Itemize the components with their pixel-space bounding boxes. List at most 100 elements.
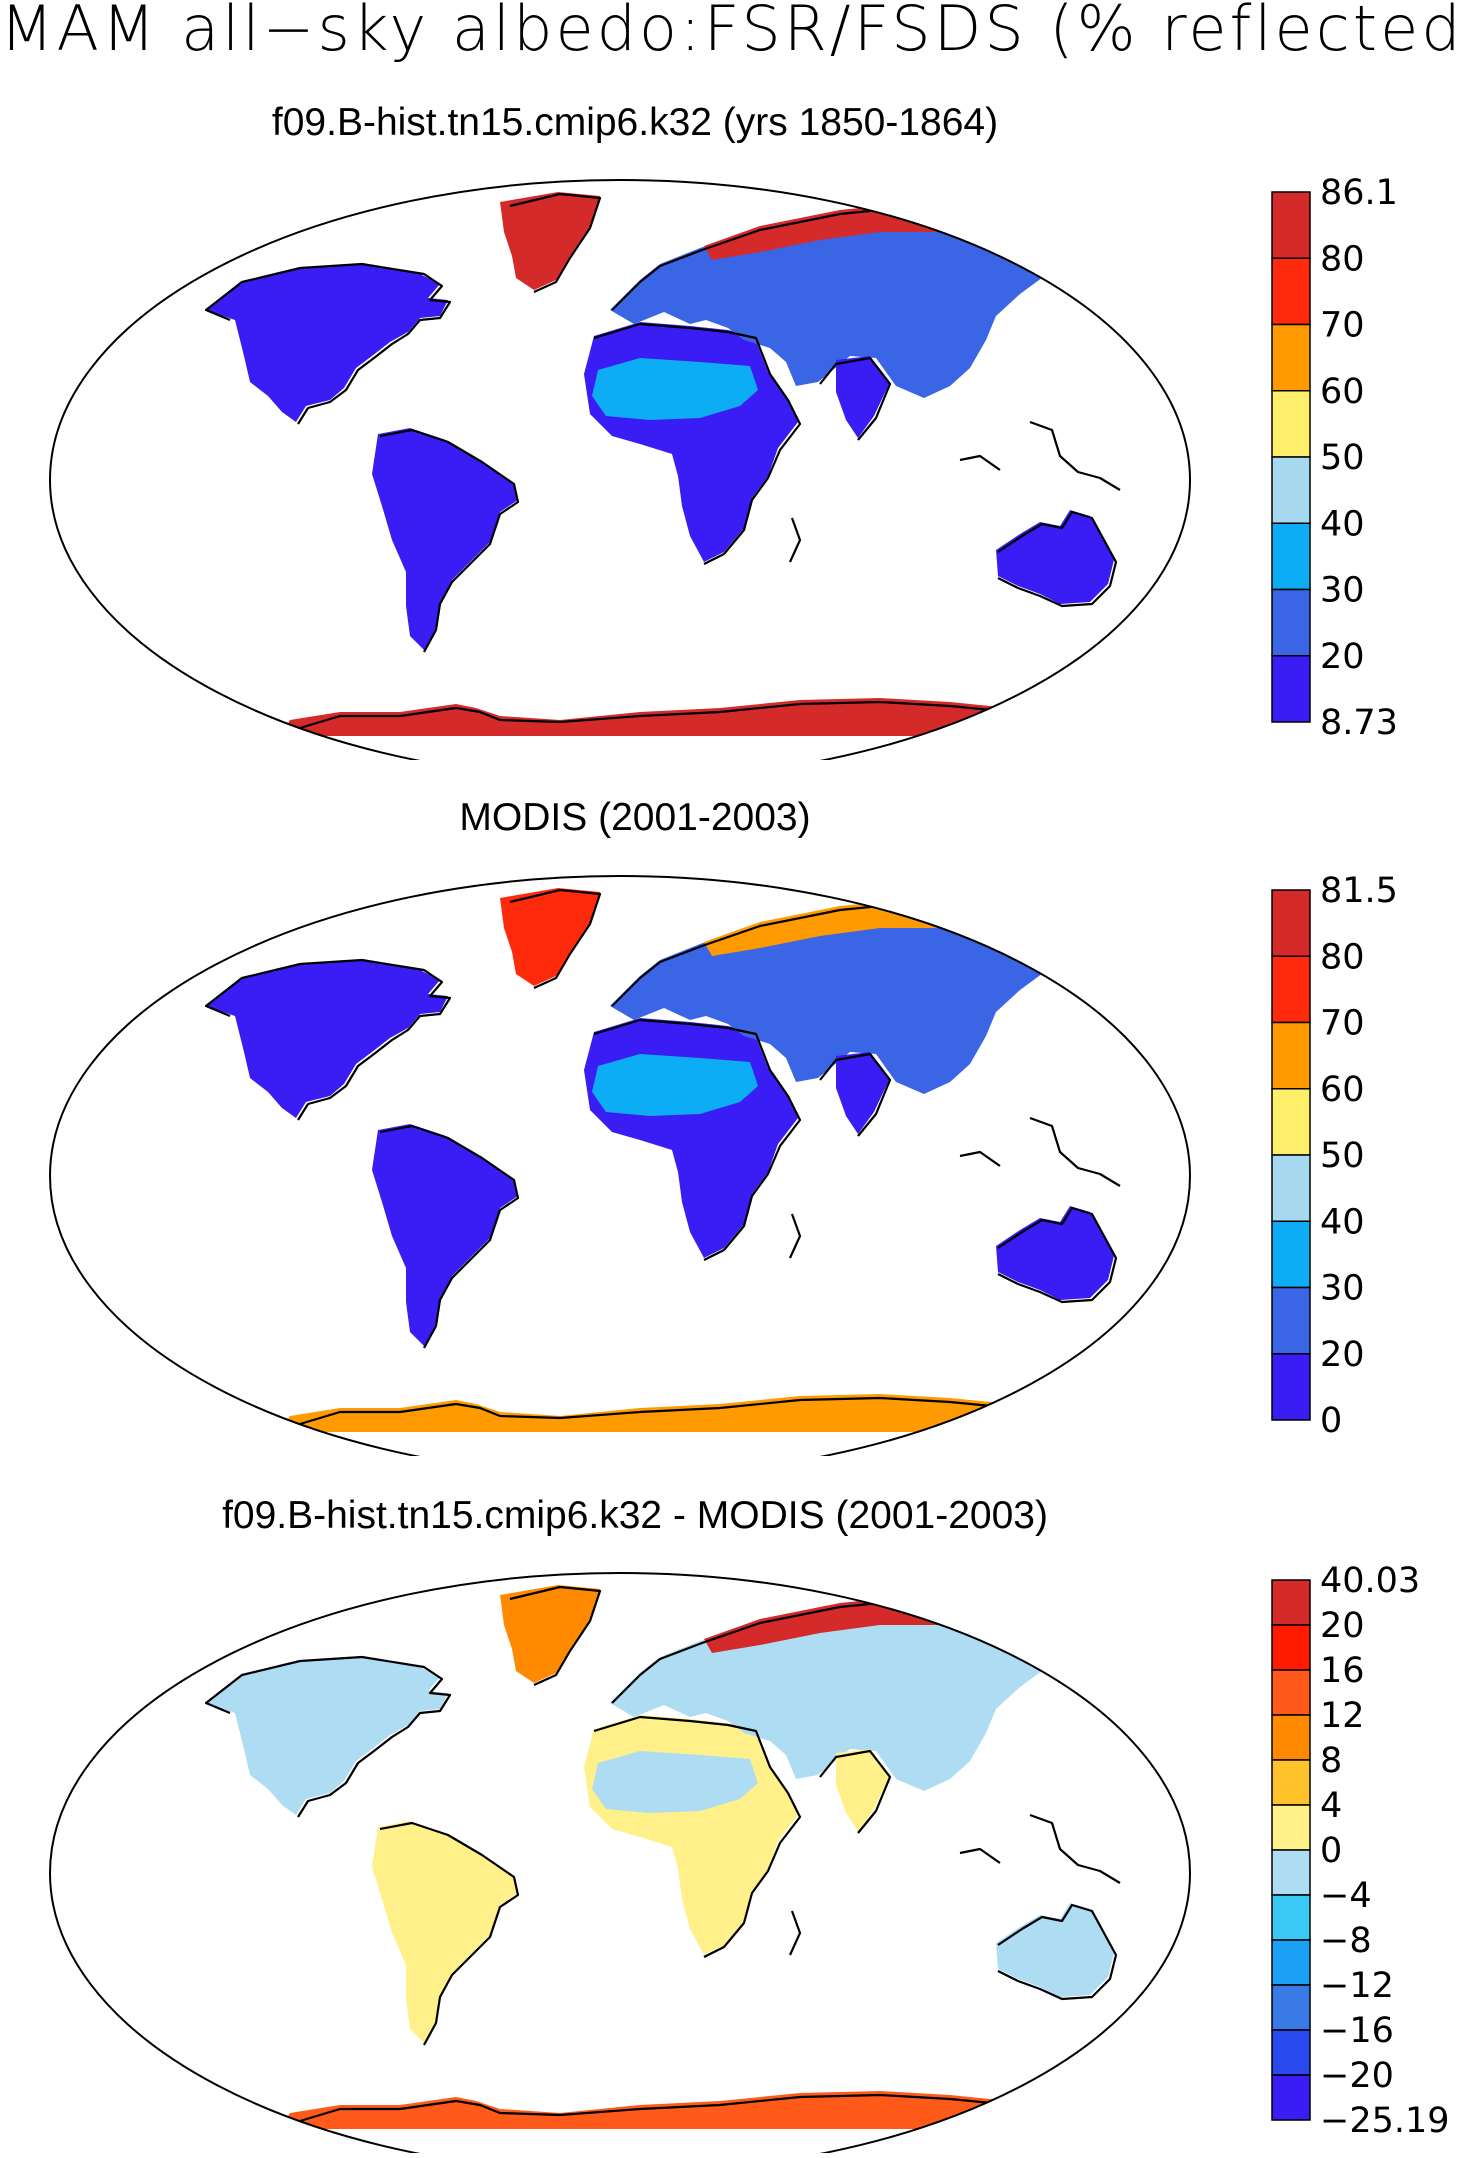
land-region-africa <box>584 1018 798 1258</box>
panel-3-colorbar: 40.03 20 16 12 8 4 0 −4 −8 −12 −16 −20 −25.19 <box>1271 1561 1450 2141</box>
colorbar-tick-label: 81.5 <box>1320 871 1398 911</box>
land-region-north-america <box>205 960 448 1118</box>
colorbar-tick-label: 16 <box>1320 1651 1365 1691</box>
land-region-greenland <box>500 888 600 986</box>
colorbar-swatch <box>1271 655 1311 723</box>
colorbar-tick-label: 50 <box>1320 1136 1365 1176</box>
colorbar-tick-label: 60 <box>1320 1070 1365 1110</box>
colorbar-swatch <box>1271 1220 1311 1289</box>
colorbar-tick-label: 12 <box>1320 1696 1365 1736</box>
figure-title: MAM all−sky albedo:FSR/FSDS (% reflected… <box>0 0 1469 65</box>
panel-1-colorbar: 86.1 80 70 60 50 40 30 20 8.73 <box>1271 173 1398 743</box>
colorbar-swatch <box>1271 1579 1311 1626</box>
colorbar-tick-label: −8 <box>1320 1921 1372 1961</box>
land-region-antarctica <box>280 2091 1030 2129</box>
colorbar-tick-label: 60 <box>1320 372 1365 412</box>
colorbar-swatch <box>1271 588 1311 657</box>
colorbar-tick-label: −20 <box>1320 2056 1394 2096</box>
colorbar-tick-label: 80 <box>1320 937 1365 977</box>
colorbar-swatch <box>1271 323 1311 392</box>
coastline <box>997 1903 1118 2001</box>
coastline <box>997 510 1118 608</box>
coastline <box>819 1749 892 1834</box>
colorbar-tick-label: −25.19 <box>1320 2101 1450 2141</box>
colorbar-tick-label: 30 <box>1320 571 1365 611</box>
land-region-antarctica <box>280 698 1030 736</box>
colorbar-swatch <box>1271 1154 1311 1222</box>
colorbar-tick-label: −4 <box>1320 1876 1372 1916</box>
colorbar-tick-label: 20 <box>1320 637 1365 677</box>
land-region-india <box>836 1749 890 1831</box>
land-region-india <box>836 1052 890 1134</box>
coastline <box>788 1213 802 1259</box>
colorbar-swatch <box>1271 1714 1311 1761</box>
colorbar-swatch <box>1271 889 1311 957</box>
colorbar-swatch <box>1271 191 1311 259</box>
colorbar-tick-label: 40 <box>1320 504 1365 544</box>
colorbar-swatch <box>1271 1353 1311 1421</box>
coastline <box>959 1847 1001 1864</box>
coastline <box>819 356 892 441</box>
colorbar-swatch <box>1271 1804 1311 1851</box>
map-projection-border <box>49 875 1191 1456</box>
colorbar-swatch <box>1271 522 1311 591</box>
coastline <box>997 1206 1118 1304</box>
coastline <box>509 888 602 990</box>
coastline <box>379 1124 520 1349</box>
colorbar-swatch <box>1271 1984 1311 2031</box>
land-region-greenland <box>500 192 600 290</box>
panel-3-title: f09.B-hist.tn15.cmip6.k32 - MODIS (2001-… <box>222 1494 1048 1537</box>
colorbar-swatch <box>1271 1759 1311 1806</box>
colorbar-tick-label: 0 <box>1320 1831 1342 1871</box>
panel-2-colorbar: 81.5 80 70 60 50 40 30 20 0 <box>1271 871 1398 1441</box>
colorbar-tick-label: 86.1 <box>1320 173 1398 213</box>
colorbar-tick-label: 8 <box>1320 1741 1342 1781</box>
land-region-sahara <box>592 358 758 420</box>
coastline <box>509 192 602 294</box>
colorbar-swatch <box>1271 390 1311 458</box>
coastline <box>379 1821 520 2046</box>
colorbar-tick-label: 80 <box>1320 239 1365 279</box>
land-region-south-america <box>372 1124 518 1346</box>
colorbar-swatch <box>1271 955 1311 1024</box>
colorbar-swatch <box>1271 1088 1311 1156</box>
coastline <box>279 2093 1025 2132</box>
colorbar-tick-label: 70 <box>1320 306 1365 346</box>
colorbar-tick-label: 70 <box>1320 1004 1365 1044</box>
colorbar-tick-label: 40 <box>1320 1202 1365 1242</box>
coastline <box>959 454 1001 471</box>
coastline <box>593 1715 802 1958</box>
colorbar-tick-label: 4 <box>1320 1786 1342 1826</box>
coastline <box>509 1585 602 1687</box>
colorbar-tick-label: 20 <box>1320 1335 1365 1375</box>
coastline <box>788 1910 802 1956</box>
panel-2-map <box>49 875 1191 1456</box>
land-region-greenland <box>500 1585 600 1683</box>
colorbar-swatch <box>1271 1849 1311 1896</box>
colorbar-tick-label: 20 <box>1320 1606 1365 1646</box>
coastline <box>593 1018 802 1261</box>
colorbar-tick-label: 30 <box>1320 1269 1365 1309</box>
land-region-sahara <box>592 1054 758 1116</box>
panel-1-map <box>49 179 1191 760</box>
colorbar-swatch <box>1271 1669 1311 1716</box>
colorbar-swatch <box>1271 456 1311 524</box>
colorbar-tick-label: 8.73 <box>1320 703 1398 743</box>
colorbar-swatch <box>1271 1021 1311 1090</box>
coastline <box>204 958 452 1121</box>
land-region-north-america <box>205 1657 448 1815</box>
colorbar-swatch <box>1271 257 1311 326</box>
coastline <box>204 1655 452 1818</box>
colorbar-tick-label: 50 <box>1320 438 1365 478</box>
land-region-africa <box>584 1715 798 1955</box>
coastline <box>204 262 452 425</box>
land-region-south-america <box>372 1821 518 2043</box>
map-projection-border <box>49 1572 1191 2153</box>
coastline <box>819 1052 892 1137</box>
land-region-india <box>836 356 890 438</box>
colorbar-tick-label: 40.03 <box>1320 1561 1420 1601</box>
coastline <box>279 1396 1025 1435</box>
coastline <box>959 1150 1001 1167</box>
coastline <box>379 428 520 653</box>
panel-3-map <box>49 1572 1191 2153</box>
